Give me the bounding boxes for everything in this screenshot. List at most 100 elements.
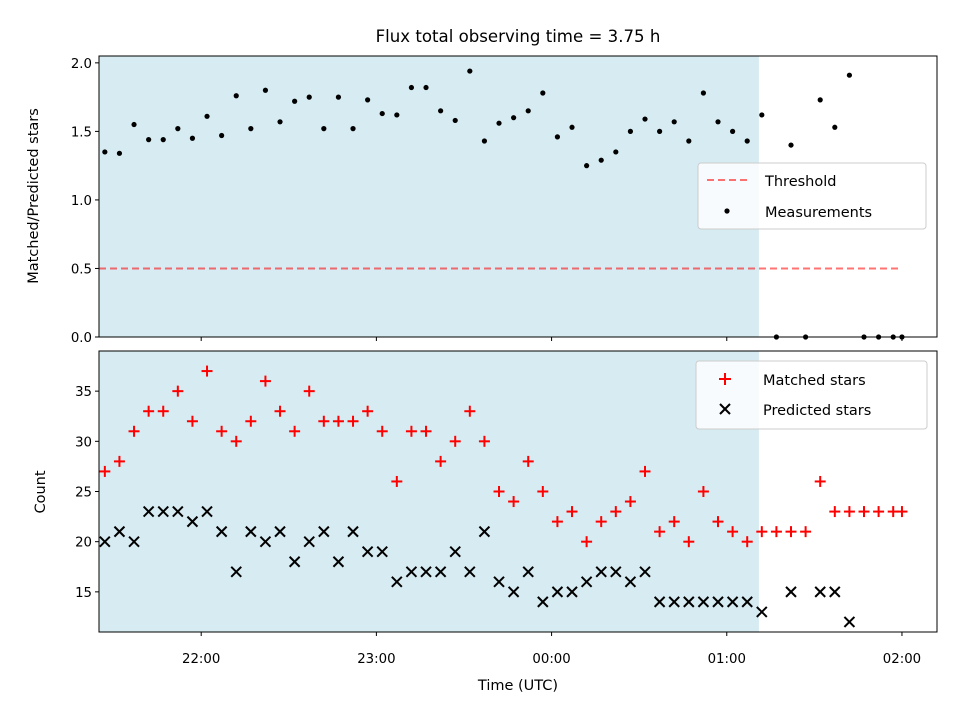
predicted-star-point — [507, 586, 520, 598]
matched-star-point — [610, 506, 622, 518]
predicted-legend-swatch — [719, 403, 731, 415]
matched-star-point — [566, 506, 578, 518]
predicted-star-point — [303, 535, 315, 548]
chart-title: Flux total observing time = 3.75 h — [376, 27, 661, 46]
predicted-star-point — [843, 616, 856, 628]
xtick-label: 23:00 — [357, 652, 395, 667]
measurement-point — [233, 93, 239, 99]
predicted-legend-label: Predicted stars — [763, 403, 871, 419]
matched-star-point — [551, 516, 563, 528]
predicted-star-point — [318, 525, 330, 538]
measurement-point — [525, 108, 531, 114]
predicted-star-point — [172, 505, 184, 518]
matched-star-point — [873, 506, 885, 518]
predicted-star-point — [741, 596, 753, 608]
matched-star-point — [391, 475, 403, 487]
matched-star-point — [449, 435, 461, 447]
matched-star-point — [435, 455, 447, 467]
measurement-point — [189, 135, 196, 141]
predicted-star-point — [274, 525, 286, 538]
count-ytick-label: 15 — [75, 586, 92, 601]
matched-star-point — [624, 496, 636, 508]
measurement-point — [408, 84, 415, 91]
predicted-star-point — [668, 596, 680, 608]
matched-star-point — [654, 526, 666, 538]
count-legend: Matched stars Predicted stars — [695, 360, 928, 430]
matched-legend-label: Matched stars — [763, 373, 866, 389]
predicted-star-point — [580, 576, 593, 588]
matched-star-point — [595, 516, 607, 528]
predicted-star-point — [391, 576, 403, 588]
matched-star-point — [537, 486, 549, 497]
measurement-point — [204, 113, 210, 119]
measurement-point — [423, 84, 429, 91]
matched-star-point — [522, 455, 534, 467]
xtick-label: 02:00 — [883, 652, 921, 667]
matched-legend-swatch — [719, 373, 731, 385]
matched-star-point — [332, 415, 344, 427]
matched-star-point — [230, 435, 242, 447]
matched-star-point — [186, 415, 198, 427]
measurement-point — [335, 94, 342, 100]
predicted-star-point — [99, 535, 111, 548]
matched-star-point — [493, 486, 505, 497]
measurement-point — [598, 157, 604, 163]
matched-star-point — [639, 465, 651, 477]
matched-star-point — [756, 526, 768, 538]
matched-star-point — [259, 375, 271, 387]
matched-star-point — [113, 455, 125, 467]
count-ytick-label: 20 — [75, 536, 92, 551]
matched-star-point — [843, 506, 855, 518]
matched-star-point — [420, 425, 432, 437]
measurement-point — [146, 137, 152, 143]
measurement-point — [832, 124, 838, 130]
measurement-point — [496, 120, 502, 126]
matched-star-point — [245, 415, 257, 427]
predicted-star-point — [230, 566, 242, 578]
predicted-star-point — [610, 566, 622, 578]
predicted-star-point — [653, 596, 666, 608]
predicted-star-point — [376, 546, 388, 558]
measurement-point — [102, 149, 108, 155]
measurement-point — [554, 134, 561, 140]
observing-span — [99, 351, 759, 632]
matched-star-point — [508, 496, 520, 508]
matched-star-point — [829, 506, 841, 518]
matched-star-point — [362, 405, 374, 417]
measurement-point — [467, 68, 473, 74]
predicted-star-point — [245, 525, 257, 538]
measurement-point — [292, 98, 298, 104]
predicted-star-point — [259, 535, 272, 548]
measurement-point — [671, 119, 677, 125]
matched-star-point — [727, 526, 739, 538]
predicted-star-point — [595, 566, 607, 578]
predicted-star-point — [434, 566, 447, 578]
predicted-star-point — [683, 596, 695, 608]
measurement-point — [627, 128, 634, 134]
matched-star-point — [683, 536, 695, 548]
measurement-point — [379, 110, 385, 117]
predicted-star-point — [624, 576, 637, 588]
ratio-panel: 0.00.51.01.52.0 Matched/Predicted stars … — [26, 55, 938, 346]
ratio-ytick-label: 1.5 — [71, 125, 92, 140]
predicted-star-point — [756, 606, 768, 618]
matched-star-point — [858, 506, 870, 518]
predicted-star-point — [288, 556, 301, 568]
count-y-axis-label: Count — [33, 470, 49, 513]
predicted-star-point — [537, 596, 549, 608]
matched-star-point — [814, 475, 826, 487]
count-panel: 15 20 25 30 35 22:00 23:00 00:00 01:00 02:00 Coun… — [33, 350, 938, 694]
predicted-star-point — [697, 596, 710, 608]
x-axis-label: Time (UTC) — [477, 678, 558, 694]
matched-star-point — [99, 465, 111, 477]
measurement-point — [306, 94, 312, 100]
matched-star-point — [347, 415, 359, 427]
predicted-star-point — [420, 566, 432, 578]
measurement-point — [642, 116, 648, 122]
measurement-point — [350, 126, 356, 132]
predicted-star-point — [215, 525, 228, 538]
measurement-point — [657, 128, 663, 134]
measurement-point — [481, 138, 488, 144]
measurement-point — [730, 128, 736, 134]
